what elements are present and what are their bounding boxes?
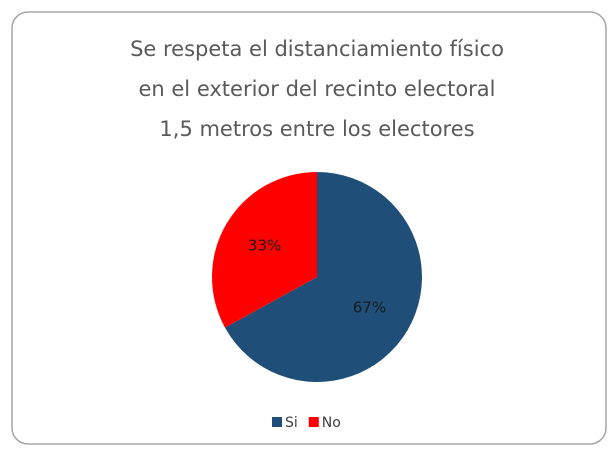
- chart-title: Se respeta el distanciamiento físico: [130, 37, 504, 61]
- legend-label: Si: [285, 415, 298, 431]
- legend-swatch: [308, 417, 319, 427]
- data-label: 33%: [248, 236, 281, 254]
- pie-slice: [224, 172, 423, 382]
- legend-label: No: [322, 415, 341, 431]
- pie-slice: [212, 172, 317, 328]
- data-label: 67%: [353, 299, 386, 317]
- chart-title: 1,5 metros entre los electores: [159, 117, 474, 141]
- legend-swatch: [272, 417, 282, 427]
- chart-title: en el exterior del recinto electoral: [138, 77, 495, 101]
